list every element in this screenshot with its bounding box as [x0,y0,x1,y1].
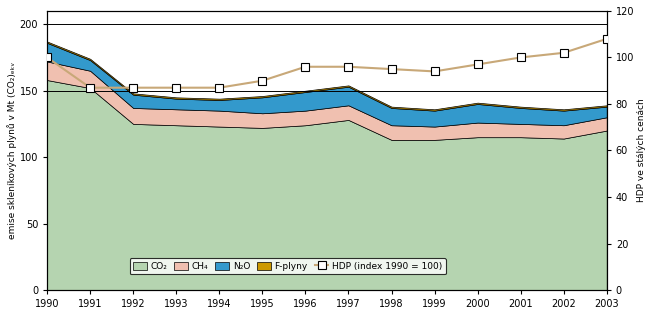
Y-axis label: HDP ve stálých cenách: HDP ve stálých cenách [637,99,646,202]
Legend: CO₂, CH₄, N₂O, F-plyny, HDP (index 1990 = 100): CO₂, CH₄, N₂O, F-plyny, HDP (index 1990 … [130,258,446,274]
Y-axis label: emise skleníkových plynů v Mt (CO₂)ₑₖᵥ: emise skleníkových plynů v Mt (CO₂)ₑₖᵥ [7,62,17,239]
